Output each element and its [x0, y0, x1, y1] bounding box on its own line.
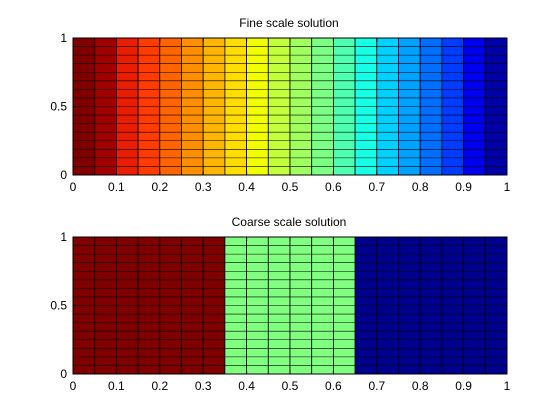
coarse-x-tick-label: 1 [504, 379, 511, 393]
coarse-x-tick-label: 0.4 [238, 379, 255, 393]
fine-x-tick-label: 0.7 [368, 180, 385, 194]
coarse-x-tick-label: 0.5 [282, 379, 299, 393]
fine-x-tick-label: 0.3 [195, 180, 212, 194]
coarse-x-tick-label: 0 [70, 379, 77, 393]
coarse-scale-row-lines [73, 245, 507, 366]
fine-y-tick-label: 1 [60, 31, 67, 45]
coarse-x-tick-label: 0.7 [368, 379, 385, 393]
fine-x-tick-label: 0.2 [151, 180, 168, 194]
coarse-y-tick-label: 1 [60, 230, 67, 244]
fine-x-tick-label: 0.5 [282, 180, 299, 194]
fine-x-tick-label: 0.9 [455, 180, 472, 194]
fine-x-tick-label: 0 [70, 180, 77, 194]
fine-x-tick-label: 0.8 [412, 180, 429, 194]
coarse-scale-x-ticks: 0 0.1 0.2 0.3 0.4 0.5 0.6 0.7 0.8 0.9 1 [70, 237, 511, 393]
coarse-y-tick-label: 0 [60, 367, 67, 381]
fine-y-tick-label: 0.5 [50, 100, 67, 114]
coarse-x-tick-label: 0.6 [325, 379, 342, 393]
fine-x-tick-label: 0.4 [238, 180, 255, 194]
fine-scale-x-ticks: 0 0.1 0.2 0.3 0.4 0.5 0.6 0.7 0.8 0.9 1 [70, 38, 511, 194]
coarse-x-tick-label: 0.1 [108, 379, 125, 393]
coarse-x-tick-label: 0.8 [412, 379, 429, 393]
coarse-x-tick-label: 0.9 [455, 379, 472, 393]
fine-y-tick-label: 0 [60, 168, 67, 182]
fine-x-tick-label: 1 [504, 180, 511, 194]
coarse-scale-y-ticks: 00.51 [50, 230, 507, 381]
coarse-x-tick-label: 0.2 [151, 379, 168, 393]
fine-scale-y-ticks: 00.51 [50, 31, 507, 182]
coarse-y-tick-label: 0.5 [50, 299, 67, 313]
coarse-scale-title: Coarse scale solution [232, 215, 347, 229]
coarse-x-tick-label: 0.3 [195, 379, 212, 393]
fine-scale-panel: Fine scale solution 0 0.1 0.2 0.3 0.4 0.5 0.6 0… [50, 16, 510, 194]
fine-scale-row-lines [73, 46, 507, 167]
fine-scale-title: Fine scale solution [239, 16, 338, 30]
coarse-scale-panel: Coarse scale solution 0 0.1 0.2 0.3 0.4 0.5 0.… [50, 215, 510, 393]
fine-x-tick-label: 0.1 [108, 180, 125, 194]
fine-x-tick-label: 0.6 [325, 180, 342, 194]
